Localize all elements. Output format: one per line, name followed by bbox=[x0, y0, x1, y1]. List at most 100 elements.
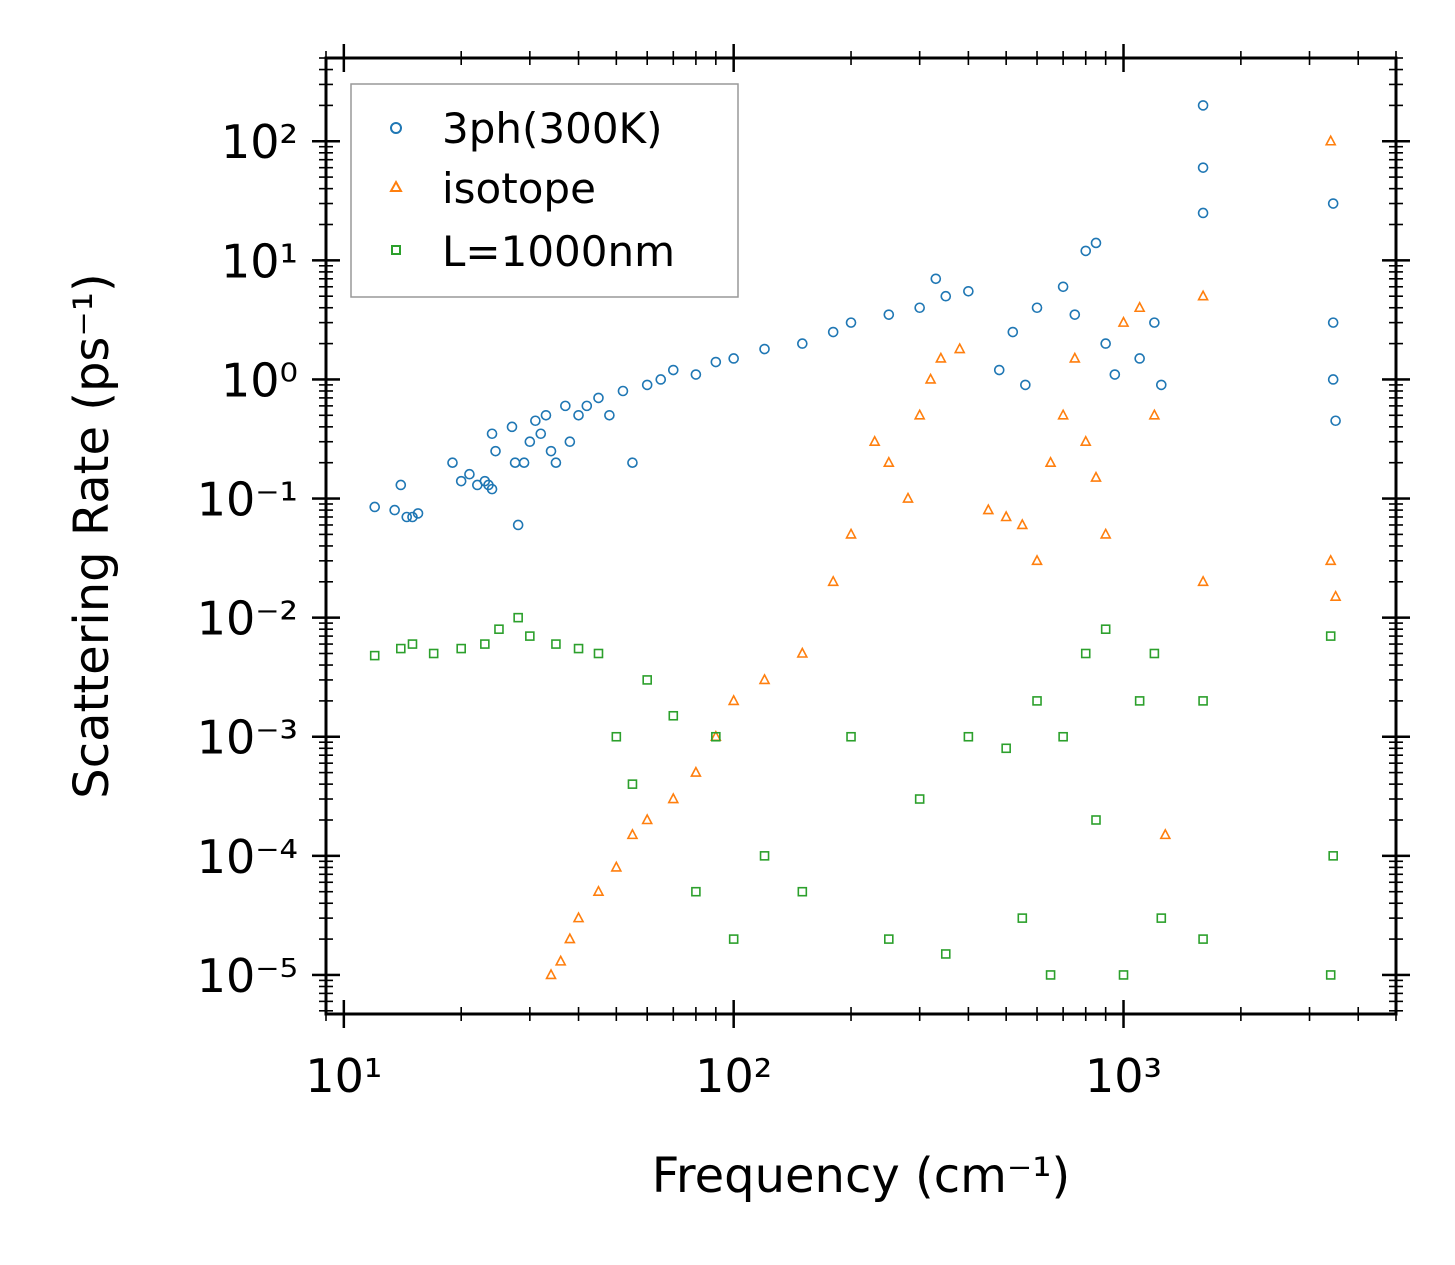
data-point bbox=[573, 643, 584, 654]
data-point bbox=[982, 503, 995, 515]
legend-label-isotope: isotope bbox=[442, 164, 596, 213]
data-point bbox=[525, 631, 535, 641]
data-point bbox=[868, 435, 881, 447]
data-point bbox=[540, 409, 552, 421]
data-point bbox=[564, 436, 576, 448]
data-point bbox=[1148, 408, 1161, 420]
data-point bbox=[1327, 198, 1339, 209]
y-tick-label: 10⁻¹ bbox=[197, 473, 298, 527]
legend-label-boundary: L=1000nm bbox=[442, 227, 675, 276]
data-point bbox=[690, 765, 702, 777]
data-point bbox=[1068, 351, 1081, 363]
data-point bbox=[1327, 374, 1339, 385]
data-point bbox=[963, 285, 974, 297]
data-point bbox=[480, 639, 490, 649]
data-point bbox=[464, 468, 475, 480]
data-point bbox=[1118, 970, 1129, 980]
data-point bbox=[690, 369, 702, 380]
data-point bbox=[627, 779, 638, 789]
data-point bbox=[953, 342, 966, 354]
data-point bbox=[512, 519, 524, 531]
data-point bbox=[667, 792, 680, 804]
data-point bbox=[827, 326, 839, 338]
data-point bbox=[486, 428, 498, 440]
data-point bbox=[913, 408, 926, 420]
data-point bbox=[1324, 554, 1337, 566]
data-point bbox=[1031, 554, 1043, 566]
data-point bbox=[389, 504, 400, 516]
data-point bbox=[1117, 315, 1130, 327]
data-point bbox=[1197, 162, 1209, 173]
data-point bbox=[610, 860, 623, 872]
data-point bbox=[914, 302, 925, 314]
data-point bbox=[456, 643, 466, 654]
legend-box bbox=[350, 83, 739, 298]
data-point bbox=[884, 934, 894, 944]
legend-label-3ph: 3ph(300K) bbox=[442, 104, 662, 153]
data-point bbox=[554, 954, 567, 966]
y-tick-label: 10⁻³ bbox=[197, 711, 298, 765]
data-point bbox=[1198, 934, 1208, 944]
data-point bbox=[1155, 379, 1167, 391]
y-tick-label: 10¹ bbox=[221, 234, 298, 288]
data-point bbox=[902, 491, 914, 503]
data-point bbox=[1134, 353, 1145, 364]
data-point bbox=[667, 364, 679, 376]
data-point bbox=[592, 884, 605, 896]
data-point bbox=[759, 343, 770, 355]
data-point bbox=[573, 409, 584, 421]
data-point bbox=[924, 372, 937, 384]
legend-marker-boundary bbox=[391, 245, 401, 255]
y-tick-label: 10⁻² bbox=[197, 592, 298, 646]
data-point bbox=[883, 309, 895, 320]
data-point bbox=[940, 949, 951, 959]
data-point bbox=[626, 828, 639, 840]
data-point bbox=[1197, 100, 1209, 111]
data-point bbox=[593, 392, 604, 404]
data-point bbox=[530, 415, 541, 427]
data-point bbox=[642, 675, 652, 685]
y-tick-label: 10² bbox=[221, 115, 298, 169]
data-point bbox=[1069, 309, 1081, 320]
y-tick-label: 10⁰ bbox=[221, 353, 298, 407]
data-point bbox=[369, 650, 380, 661]
legend-marker-3ph bbox=[390, 122, 402, 134]
data-point bbox=[581, 400, 593, 412]
x-tick-label: 10² bbox=[695, 1049, 772, 1103]
data-point bbox=[827, 575, 840, 587]
data-point bbox=[935, 351, 947, 363]
data-point bbox=[914, 794, 925, 804]
data-point bbox=[1031, 302, 1043, 314]
data-point bbox=[611, 731, 622, 742]
data-point bbox=[1099, 527, 1112, 539]
data-point bbox=[711, 731, 721, 742]
data-point bbox=[1328, 851, 1338, 861]
data-point bbox=[796, 646, 809, 658]
data-point bbox=[727, 694, 740, 706]
data-point bbox=[1325, 631, 1336, 641]
data-point bbox=[1134, 696, 1145, 706]
data-point bbox=[518, 457, 530, 468]
data-point bbox=[545, 968, 557, 980]
data-point bbox=[846, 731, 856, 742]
data-point bbox=[655, 374, 667, 385]
data-point bbox=[1091, 815, 1101, 825]
data-point bbox=[1149, 317, 1160, 328]
data-point bbox=[641, 813, 654, 825]
data-point bbox=[494, 624, 504, 634]
data-point bbox=[1197, 575, 1209, 587]
data-point bbox=[524, 436, 536, 448]
data-point bbox=[1016, 518, 1029, 530]
data-point bbox=[1044, 455, 1057, 467]
data-point bbox=[1133, 301, 1146, 313]
data-point bbox=[993, 364, 1005, 376]
data-point bbox=[1080, 648, 1091, 659]
data-point bbox=[668, 710, 679, 721]
x-tick-label: 10¹ bbox=[305, 1049, 382, 1103]
data-point bbox=[1100, 338, 1111, 349]
data-point bbox=[1020, 379, 1031, 391]
data-point bbox=[593, 648, 604, 659]
data-point bbox=[1001, 743, 1011, 754]
data-point bbox=[710, 356, 722, 368]
data-point bbox=[1090, 237, 1102, 249]
